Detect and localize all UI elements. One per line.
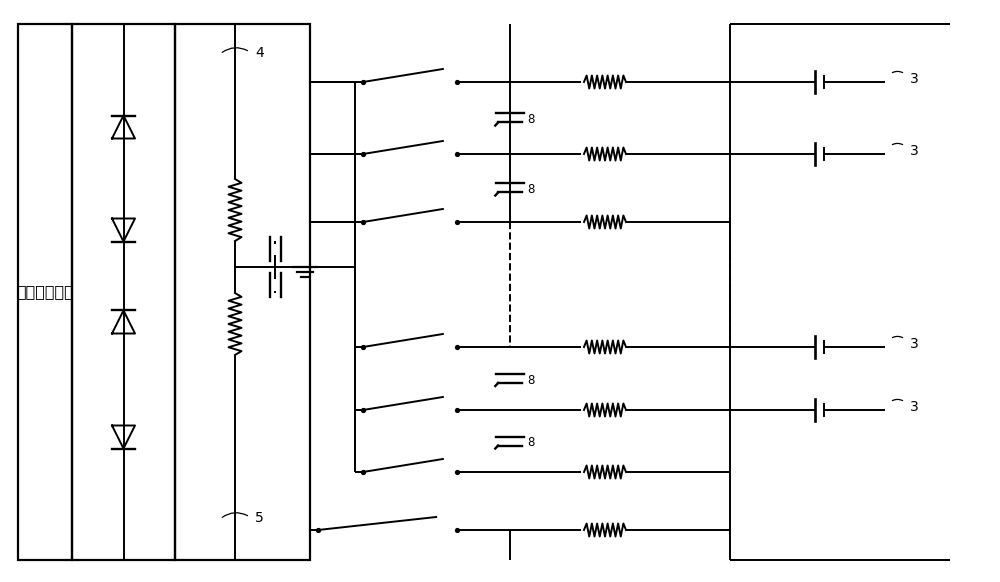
- Bar: [175, 24, 310, 560]
- Text: 3: 3: [910, 144, 919, 158]
- Bar: [18, 24, 72, 560]
- Text: 3: 3: [910, 400, 919, 414]
- Text: 4: 4: [255, 46, 264, 60]
- Text: 8: 8: [527, 183, 534, 197]
- Text: 3: 3: [910, 337, 919, 351]
- Text: 5: 5: [255, 511, 264, 525]
- Text: 8: 8: [527, 436, 534, 449]
- Text: 3: 3: [910, 72, 919, 86]
- Text: 8: 8: [527, 374, 534, 387]
- Bar: [72, 24, 175, 560]
- Text: 8: 8: [527, 113, 534, 126]
- Text: 电压采集芯片: 电压采集芯片: [16, 285, 74, 300]
